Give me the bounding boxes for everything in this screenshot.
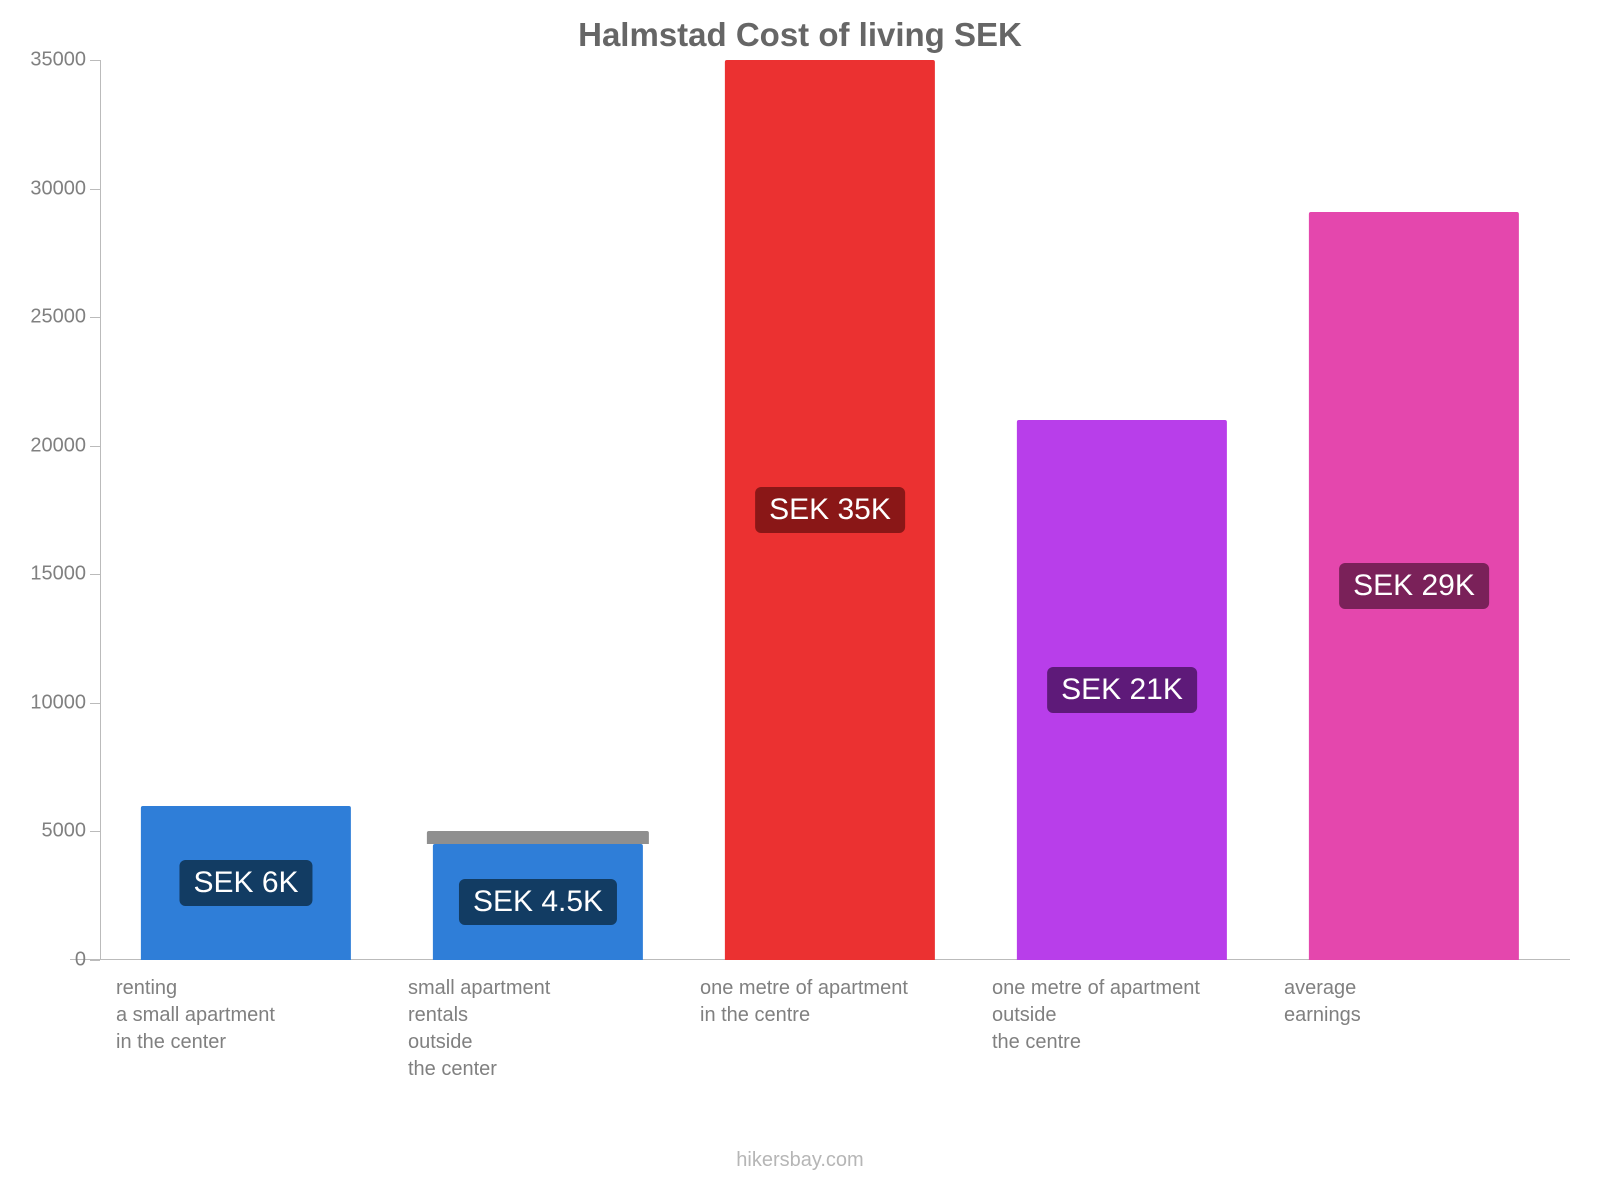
y-tick-label: 5000 (42, 820, 101, 843)
bar-value-label: SEK 6K (179, 860, 312, 906)
bar-slot: SEK 4.5K (392, 60, 684, 960)
y-tick-label: 10000 (30, 691, 100, 714)
bar-error-range (427, 831, 649, 844)
x-label: one metre of apartment outside the centr… (992, 975, 1200, 1056)
y-tick-label: 0 (75, 949, 100, 972)
y-tick-label: 30000 (30, 177, 100, 200)
chart-title: Halmstad Cost of living SEK (0, 16, 1600, 54)
bar-value-label: SEK 4.5K (459, 879, 617, 925)
bar-slot: SEK 29K (1268, 60, 1560, 960)
x-label: one metre of apartment in the centre (700, 975, 908, 1029)
bars-container: SEK 6K SEK 4.5K SEK 35K SEK 21K SEK 29K (100, 60, 1560, 960)
y-tick-label: 15000 (30, 563, 100, 586)
x-label: average earnings (1284, 975, 1361, 1029)
bar-slot: SEK 6K (100, 60, 392, 960)
credit-text: hikersbay.com (0, 1149, 1600, 1172)
bar-value-label: SEK 29K (1339, 563, 1489, 609)
y-tick-label: 25000 (30, 306, 100, 329)
bar-slot: SEK 21K (976, 60, 1268, 960)
y-tick-label: 20000 (30, 434, 100, 457)
bar-value-label: SEK 21K (1047, 667, 1197, 713)
plot-area: SEK 6KSEK 4.5KSEK 35KSEK 21KSEK 29K 0500… (100, 60, 1560, 960)
x-label: renting a small apartment in the center (116, 975, 275, 1056)
y-tick-label: 35000 (30, 49, 100, 72)
bar-slot: SEK 35K (684, 60, 976, 960)
x-label: small apartment rentals outside the cent… (408, 975, 550, 1083)
bar-value-label: SEK 35K (755, 487, 905, 533)
cost-of-living-chart: Halmstad Cost of living SEK SEK 6K SEK 4.… (0, 0, 1600, 1200)
